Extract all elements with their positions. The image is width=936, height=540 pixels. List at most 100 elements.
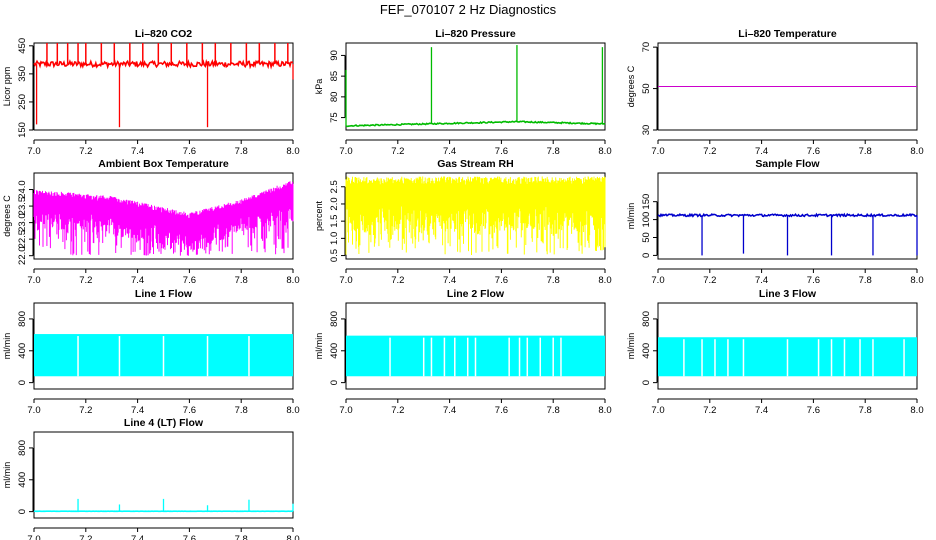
data-series-band <box>345 176 606 255</box>
x-tick-label: 7.4 <box>443 405 456 416</box>
panel-title: Li–820 Pressure <box>435 28 516 40</box>
chart-panel: Sample Flow ml/min 7.0 7.2 7.4 7.6 7.8 8.0 0 50 10… <box>626 158 924 286</box>
x-tick-label: 7.2 <box>391 146 404 157</box>
y-tick-label: 250 <box>17 94 28 110</box>
x-tick-label: 7.4 <box>131 534 144 540</box>
x-tick-label: 7.0 <box>27 146 40 157</box>
y-tick-label: 50 <box>641 232 652 243</box>
x-tick-label: 8.0 <box>286 405 299 416</box>
y-tick-label: 0 <box>329 380 340 385</box>
y-tick-label: 1.0 <box>329 232 340 245</box>
y-tick-label: 450 <box>17 38 28 54</box>
y-tick-label: 22.5 <box>17 230 28 249</box>
y-tick-label: 800 <box>641 311 652 327</box>
y-tick-label: 2.0 <box>329 197 340 210</box>
x-tick-label: 7.6 <box>183 405 196 416</box>
y-tick-label: 70 <box>641 42 652 53</box>
y-tick-label: 0 <box>641 253 652 258</box>
y-tick-label: 23.5 <box>17 197 28 216</box>
panel-title: Line 1 Flow <box>135 288 193 300</box>
figure-title: FEF_070107 2 Hz Diagnostics <box>379 2 557 17</box>
x-tick-label: 7.4 <box>443 146 456 157</box>
panel-title: Sample Flow <box>755 158 820 170</box>
x-tick-label: 8.0 <box>910 405 923 416</box>
y-tick-label: 30 <box>641 125 652 136</box>
x-tick-label: 7.6 <box>807 405 820 416</box>
x-tick-label: 7.8 <box>235 405 248 416</box>
x-tick-label: 7.8 <box>859 146 872 157</box>
x-tick-label: 7.0 <box>339 275 352 286</box>
y-tick-label: 80 <box>329 92 340 103</box>
x-tick-label: 7.0 <box>27 405 40 416</box>
x-tick-label: 7.4 <box>131 275 144 286</box>
y-tick-label: 0 <box>17 380 28 385</box>
y-axis-label: ml/min <box>626 333 636 360</box>
x-tick-label: 7.8 <box>235 534 248 540</box>
chart-panel: Line 2 Flow ml/min 7.0 7.2 7.4 7.6 7.8 8.0 0 400 8… <box>314 288 612 416</box>
y-axis-label: Licor ppm <box>2 67 12 107</box>
x-tick-label: 7.8 <box>235 275 248 286</box>
y-axis-label: percent <box>314 200 324 231</box>
data-series-line <box>33 58 294 70</box>
x-tick-label: 8.0 <box>286 146 299 157</box>
y-tick-label: 400 <box>17 343 28 359</box>
x-tick-label: 7.2 <box>391 405 404 416</box>
y-tick-label: 75 <box>329 112 340 123</box>
chart-panel: Li–820 Temperature degrees C 7.0 7.2 7.4 7.6 7… <box>626 28 924 157</box>
x-tick-label: 8.0 <box>286 534 299 540</box>
y-tick-label: 0 <box>17 509 28 514</box>
x-tick-label: 7.0 <box>339 146 352 157</box>
y-tick-label: 100 <box>641 212 652 228</box>
x-tick-label: 7.8 <box>547 405 560 416</box>
data-series-line <box>345 120 606 128</box>
x-tick-label: 7.6 <box>183 275 196 286</box>
x-tick-label: 7.0 <box>651 146 664 157</box>
panel-title: Line 3 Flow <box>759 288 817 300</box>
x-tick-label: 7.4 <box>131 146 144 157</box>
x-tick-label: 7.4 <box>755 405 768 416</box>
x-tick-label: 8.0 <box>598 146 611 157</box>
x-tick-label: 8.0 <box>598 275 611 286</box>
y-axis-label: ml/min <box>2 462 12 489</box>
x-tick-label: 7.6 <box>183 534 196 540</box>
y-tick-label: 0 <box>641 380 652 385</box>
panel-title: Gas Stream RH <box>437 158 513 170</box>
x-tick-label: 7.2 <box>79 146 92 157</box>
panel-title: Line 4 (LT) Flow <box>124 417 204 429</box>
x-tick-label: 7.6 <box>495 275 508 286</box>
x-tick-label: 7.8 <box>235 146 248 157</box>
plot-frame <box>33 42 294 131</box>
y-axis-label: kPa <box>314 79 324 95</box>
y-tick-label: 50 <box>641 83 652 94</box>
x-tick-label: 8.0 <box>910 146 923 157</box>
chart-panel: Line 3 Flow ml/min 7.0 7.2 7.4 7.6 7.8 8.0 0 400 8… <box>626 288 924 416</box>
plot-frame <box>33 431 294 519</box>
panel-title: Li–820 Temperature <box>738 28 837 40</box>
y-tick-label: 400 <box>17 472 28 488</box>
panel-title: Li–820 CO2 <box>135 28 192 40</box>
y-tick-label: 22.0 <box>17 246 28 265</box>
y-tick-label: 1.5 <box>329 215 340 228</box>
y-tick-label: 24.0 <box>17 180 28 199</box>
y-tick-label: 150 <box>17 122 28 138</box>
x-tick-label: 7.6 <box>807 146 820 157</box>
y-axis-label: degrees C <box>2 195 12 237</box>
x-tick-label: 7.8 <box>859 275 872 286</box>
plot-frame <box>345 42 606 131</box>
y-tick-label: 150 <box>641 194 652 210</box>
x-tick-label: 7.2 <box>703 275 716 286</box>
x-tick-label: 7.2 <box>703 146 716 157</box>
chart-panel: Ambient Box Temperature degrees C 7.0 7.2 7.… <box>2 158 300 286</box>
y-tick-label: 23.0 <box>17 213 28 232</box>
panel-title: Line 2 Flow <box>447 288 505 300</box>
x-tick-label: 7.8 <box>547 275 560 286</box>
x-tick-label: 7.0 <box>651 405 664 416</box>
x-tick-label: 7.8 <box>859 405 872 416</box>
y-tick-label: 85 <box>329 71 340 82</box>
chart-panel: Line 1 Flow ml/min 7.0 7.2 7.4 7.6 7.8 8.0 0 400 8… <box>2 288 300 416</box>
x-tick-label: 8.0 <box>910 275 923 286</box>
chart-panel: Line 4 (LT) Flow ml/min 7.0 7.2 7.4 7.6 7.8 8.0… <box>2 417 300 540</box>
panel-title: Ambient Box Temperature <box>98 158 229 170</box>
y-tick-label: 400 <box>641 343 652 359</box>
